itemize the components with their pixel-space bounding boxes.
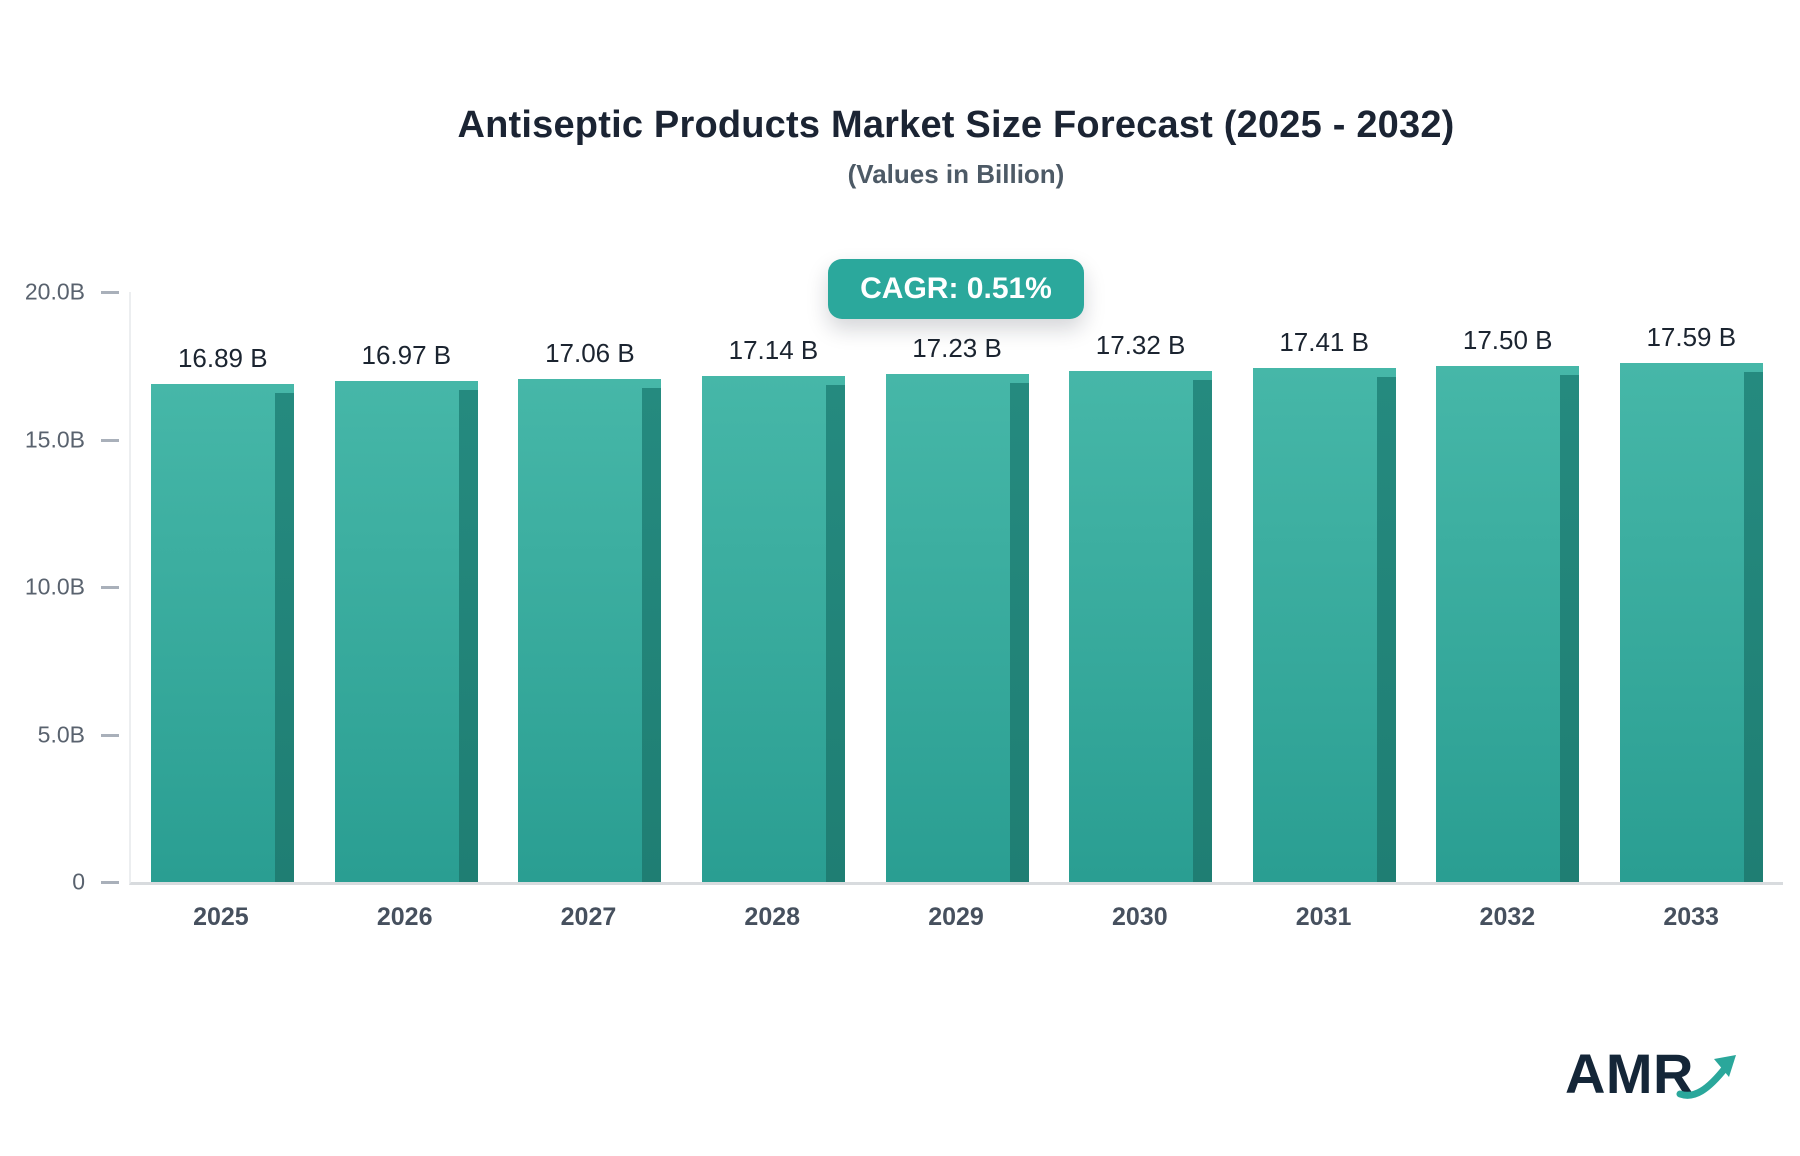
bar-side-shade: [825, 385, 845, 882]
bar-side-shade: [1560, 374, 1580, 882]
bar-value-label: 16.97 B: [361, 340, 452, 371]
bars-container: 16.89 B 16.97 B 17.06 B 17.14 B 17.23 B 17.32…: [131, 292, 1783, 882]
bar-2027: [518, 378, 662, 882]
growth-arrow-icon: [1676, 1054, 1736, 1099]
bar-2031: [1252, 368, 1396, 882]
bar-value-label: 17.06 B: [545, 337, 635, 368]
bar-group-2029: 17.23 B: [865, 292, 1049, 882]
x-axis-label-2029: 2029: [928, 903, 984, 931]
x-axis-label-2025: 2025: [193, 903, 249, 931]
x-axis-label-2032: 2032: [1479, 903, 1536, 931]
bar-value-label: 17.41 B: [1279, 327, 1369, 358]
bar-group-2027: 17.06 B: [498, 292, 682, 882]
bar-2029: [885, 373, 1029, 882]
bar-side-shade: [1376, 377, 1396, 882]
y-tick-mark: [101, 733, 119, 737]
x-axis-label-2033: 2033: [1663, 903, 1719, 931]
bar-group-2033: 17.59 B: [1600, 292, 1784, 882]
bar-value-label: 16.89 B: [177, 342, 268, 373]
y-tick-mark: [101, 438, 119, 442]
bar-value-label: 17.50 B: [1462, 324, 1553, 355]
y-tick-label: 15.0B: [24, 426, 85, 452]
x-axis-label-2028: 2028: [744, 903, 801, 931]
logo-text: AMR: [1564, 1042, 1694, 1105]
bar-2030: [1069, 371, 1213, 882]
x-axis: 2025 2026 2027 2028 2029 2030 2031 2032 2033: [129, 903, 1783, 932]
bar-value-label: 17.23 B: [912, 332, 1002, 363]
amr-logo: AMR: [1565, 1041, 1738, 1106]
bar-group-2031: 17.41 B: [1232, 292, 1416, 882]
x-axis-label-2026: 2026: [376, 903, 433, 931]
bar-side-shade: [458, 390, 478, 882]
bar-side-shade: [1009, 382, 1029, 882]
y-tick-mark: [101, 291, 119, 294]
y-tick-label: 5.0B: [37, 721, 85, 747]
chart-title: Antiseptic Products Market Size Forecast…: [457, 104, 1455, 146]
bar-group-2030: 17.32 B: [1049, 292, 1233, 882]
bar-group-2025: 16.89 B: [131, 292, 315, 882]
chart-header: Antiseptic Products Market Size Forecast…: [129, 0, 1783, 319]
bar-value-label: 17.59 B: [1646, 322, 1737, 353]
y-tick-mark: [101, 881, 119, 884]
x-axis-label-2027: 2027: [560, 903, 617, 931]
bar-2025: [151, 383, 295, 882]
bar-group-2032: 17.50 B: [1416, 292, 1600, 882]
y-tick-mark: [101, 586, 119, 589]
bar-2026: [334, 381, 478, 882]
bar-group-2026: 16.97 B: [315, 292, 499, 882]
bar-value-label: 17.14 B: [728, 335, 819, 366]
chart-subtitle: (Values in Billion): [847, 159, 1065, 189]
y-tick-label: 10.0B: [24, 573, 85, 600]
cagr-badge: CAGR: 0.51%: [828, 259, 1084, 319]
plot-area: 16.89 B 16.97 B 17.06 B 17.14 B 17.23 B 17.32…: [25, 279, 1783, 895]
bar-side-shade: [1743, 372, 1763, 882]
bar-2033: [1619, 363, 1763, 882]
bar-side-shade: [1193, 380, 1213, 882]
bar-value-label: 17.32 B: [1095, 330, 1186, 361]
y-tick-label: 0: [72, 868, 85, 895]
x-axis-label-2031: 2031: [1295, 903, 1352, 931]
bar-2032: [1436, 365, 1580, 882]
bar-2028: [701, 376, 845, 882]
x-axis-label-2030: 2030: [1111, 903, 1168, 931]
y-tick-label: 20.0B: [24, 278, 85, 305]
bar-group-2028: 17.14 B: [682, 292, 866, 882]
bar-side-shade: [275, 392, 295, 882]
bar-side-shade: [642, 387, 662, 882]
